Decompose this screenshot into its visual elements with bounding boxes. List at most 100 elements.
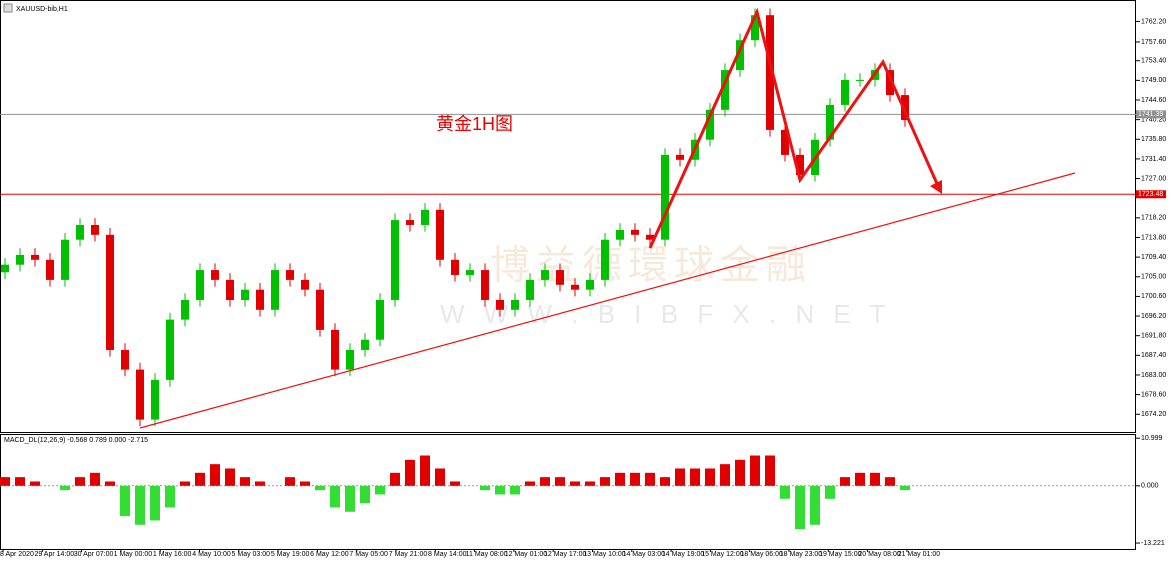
y-tick-label: 1735.80: [1141, 136, 1166, 143]
x-tick-label: 12 May 01:00: [505, 551, 548, 558]
macd-bar: [630, 472, 640, 486]
macd-bar: [645, 472, 655, 486]
macd-frame: [0, 434, 1136, 550]
x-tick-label: 29 Apr 14:00: [34, 551, 74, 558]
candle-body: [556, 270, 564, 285]
x-tick-label: 1 May 00:00: [114, 551, 153, 558]
macd-bar: [795, 485, 805, 530]
macd-bar: [300, 481, 310, 486]
candle-body: [841, 79, 849, 105]
candle-body: [751, 15, 759, 41]
y-tick-label: 1749.00: [1141, 77, 1166, 84]
y-tick-label: 1727.00: [1141, 175, 1166, 182]
candle-body: [91, 224, 99, 235]
candle-body: [166, 319, 174, 380]
y-tick-label: 1762.20: [1141, 18, 1166, 25]
level-line-box: [1136, 190, 1166, 199]
macd-bar: [570, 481, 580, 486]
y-tick-label: 1713.80: [1141, 234, 1166, 241]
y-tick-label: 1700.60: [1141, 293, 1166, 300]
x-tick-label: 20 May 08:00: [858, 551, 901, 558]
watermark-url: W W W . B I B F X . N E T: [440, 299, 891, 329]
candle-body: [856, 79, 864, 81]
macd-bar: [75, 477, 85, 486]
candle-body: [736, 40, 744, 71]
macd-bar: [825, 485, 835, 499]
candle-body: [121, 349, 129, 370]
candle-body: [346, 349, 354, 370]
macd-bar: [330, 485, 340, 508]
symbol-title: XAUUSD-bib,H1: [16, 6, 68, 13]
candle-body: [451, 259, 459, 275]
macd-bar: [240, 477, 250, 486]
x-tick-label: 14 May 19:00: [662, 551, 705, 558]
candle-body: [286, 270, 294, 280]
y-tick-label: 1744.60: [1141, 97, 1166, 104]
x-tick-label: 4 May 10:00: [192, 551, 231, 558]
macd-bar: [585, 481, 595, 486]
candle-body: [766, 15, 774, 130]
macd-bar: [480, 485, 490, 491]
x-tick-label: 11 May 08:00: [466, 551, 508, 558]
x-tick-label: 28 Apr 2020: [0, 551, 34, 558]
macd-bar: [60, 485, 70, 491]
macd-bar: [0, 477, 10, 486]
macd-bar: [840, 477, 850, 486]
y-tick-label: 10.999: [1141, 435, 1163, 442]
level-line-label: 1723.48: [1138, 191, 1163, 198]
x-tick-label: 1 May 16:00: [153, 551, 192, 558]
pattern-arrow: [648, 7, 940, 249]
y-tick-label: 1678.60: [1141, 391, 1166, 398]
y-tick-label: 1753.40: [1141, 58, 1166, 65]
macd-bar: [390, 472, 400, 486]
x-tick-label: 19 May 15:00: [819, 551, 862, 558]
macd-bar: [225, 468, 235, 486]
x-tick-label: 12 May 17:00: [544, 551, 587, 558]
x-tick-label: 5 May 19:00: [271, 551, 310, 558]
price-line-label: 1741.39: [1138, 111, 1163, 118]
x-tick-label: 8 May 14:00: [428, 551, 467, 558]
macd-bar: [255, 481, 265, 486]
main-frame: [0, 0, 1136, 433]
macd-bar: [510, 485, 520, 495]
macd-bar: [120, 485, 130, 517]
candle-body: [151, 379, 159, 420]
y-tick-label: 1757.60: [1141, 39, 1166, 46]
x-tick-label: 21 May 01:00: [898, 551, 941, 558]
macd-bar: [15, 477, 25, 486]
macd-bar: [285, 477, 295, 486]
y-tick-label: 1718.20: [1141, 215, 1166, 222]
candle-body: [211, 270, 219, 280]
candle-body: [76, 224, 84, 240]
candle-body: [586, 279, 594, 290]
trend-line: [139, 172, 1076, 429]
macd-bar: [375, 485, 385, 495]
macd-bar: [690, 468, 700, 486]
macd-bar: [735, 459, 745, 486]
price-line-box: [1136, 110, 1166, 119]
macd-bar: [765, 455, 775, 486]
macd-bar: [525, 481, 535, 486]
macd-bar: [870, 472, 880, 486]
candle-body: [571, 284, 579, 290]
arrow-head: [930, 180, 942, 194]
macd-bar: [780, 485, 790, 499]
candle-body: [481, 270, 489, 300]
candle-body: [376, 299, 384, 340]
x-tick-label: 13 May 10:00: [583, 551, 626, 558]
macd-bar: [540, 477, 550, 486]
macd-bar: [615, 472, 625, 486]
x-tick-label: 18 May 06:00: [740, 551, 783, 558]
y-tick-label: 1709.40: [1141, 254, 1166, 261]
candle-body: [661, 154, 669, 240]
candle-body: [46, 259, 54, 280]
macd-bar: [420, 455, 430, 486]
symbol-icon: [3, 3, 13, 13]
candle-body: [616, 229, 624, 240]
macd-bar: [705, 468, 715, 486]
candle-body: [721, 70, 729, 110]
y-tick-label: 1696.20: [1141, 313, 1166, 320]
macd-bar: [810, 485, 820, 525]
candle-body: [886, 70, 894, 96]
y-tick-label: 1740.20: [1141, 116, 1166, 123]
